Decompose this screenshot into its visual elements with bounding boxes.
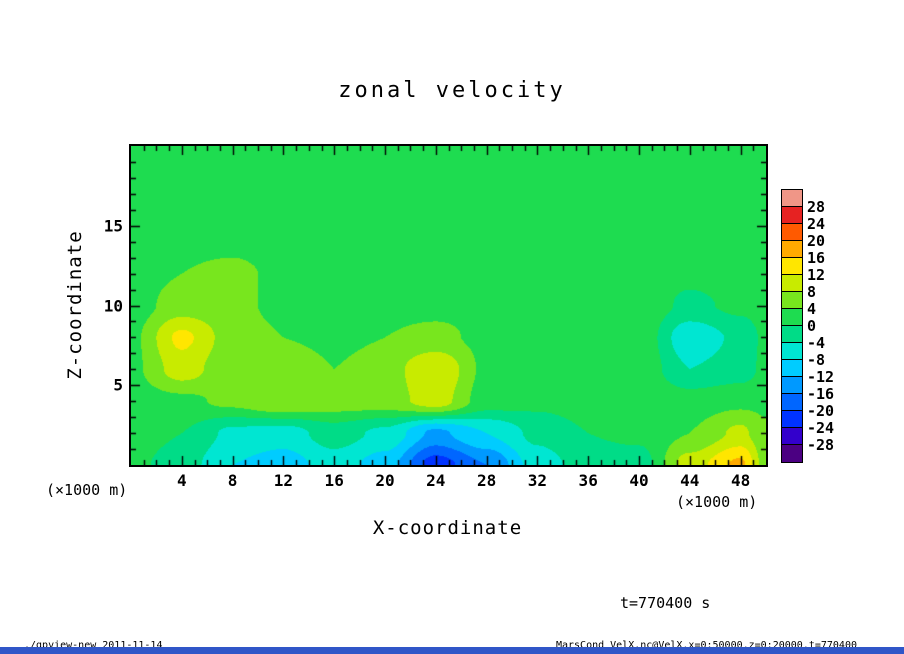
contour-canvas bbox=[131, 146, 766, 465]
x-tick-labels: 4 8 12 16 20 24 28 32 36 40 44 48 bbox=[131, 471, 766, 493]
colorbar-segment bbox=[782, 275, 802, 292]
colorbar-segment bbox=[782, 394, 802, 411]
colorbar-label: -8 bbox=[807, 351, 826, 369]
colorbar-label: 24 bbox=[807, 215, 826, 233]
x-unit-label: (×1000 m) bbox=[676, 493, 758, 511]
colorbar-segment bbox=[782, 258, 802, 275]
x-tick-label: 16 bbox=[324, 471, 344, 490]
colorbar bbox=[781, 189, 803, 463]
colorbar-label: -4 bbox=[807, 334, 826, 352]
colorbar-label: 4 bbox=[807, 300, 817, 318]
colorbar-label: -16 bbox=[807, 385, 835, 403]
x-tick-label: 36 bbox=[578, 471, 598, 490]
x-tick-label: 24 bbox=[426, 471, 446, 490]
colorbar-segment bbox=[782, 428, 802, 445]
colorbar-segments bbox=[782, 190, 802, 462]
z-axis-label: Z-coordinate bbox=[64, 230, 86, 380]
colorbar-segment bbox=[782, 190, 802, 207]
x-tick-label: 40 bbox=[629, 471, 649, 490]
colorbar-segment bbox=[782, 224, 802, 241]
colorbar-segment bbox=[782, 326, 802, 343]
colorbar-label: -20 bbox=[807, 402, 835, 420]
x-tick-label: 32 bbox=[527, 471, 548, 490]
footer-left: ./gpview-new 2011-11-14 bbox=[24, 640, 163, 651]
z-tick-label: 5 bbox=[113, 375, 123, 395]
colorbar-segment bbox=[782, 309, 802, 326]
colorbar-label: 0 bbox=[807, 317, 817, 335]
x-tick-label: 28 bbox=[476, 471, 497, 490]
plot-title: zonal velocity bbox=[338, 78, 566, 103]
x-tick-label: 48 bbox=[730, 471, 751, 490]
footer-right: MarsCond_VelX.nc@VelX,x=0:50000,z=0:2000… bbox=[555, 640, 857, 651]
colorbar-label: -24 bbox=[807, 419, 835, 437]
bottom-strip bbox=[0, 647, 904, 654]
z-tick-labels: 5 10 15 bbox=[85, 146, 123, 465]
colorbar-segment bbox=[782, 411, 802, 428]
x-axis-label: X-coordinate bbox=[372, 517, 523, 539]
colorbar-segment bbox=[782, 360, 802, 377]
time-label: t=770400 s bbox=[620, 594, 711, 612]
colorbar-segment bbox=[782, 207, 802, 224]
plot-frame: 4 8 12 16 20 24 28 32 36 40 44 48 5 10 15 bbox=[104, 144, 768, 490]
colorbar-label: 20 bbox=[807, 232, 826, 250]
z-unit-label: (×1000 m) bbox=[46, 481, 128, 499]
z-tick-label: 10 bbox=[103, 296, 123, 315]
colorbar-label: 12 bbox=[807, 266, 826, 284]
colorbar-label: -12 bbox=[807, 368, 835, 386]
colorbar-label: 16 bbox=[807, 249, 826, 267]
x-tick-label: 12 bbox=[273, 471, 294, 490]
colorbar-label: 28 bbox=[807, 198, 826, 216]
colorbar-segment bbox=[782, 241, 802, 258]
colorbar-segment bbox=[782, 343, 802, 360]
colorbar-segment bbox=[782, 292, 802, 309]
colorbar-label: 8 bbox=[807, 283, 817, 301]
z-tick-label: 15 bbox=[103, 216, 123, 236]
x-tick-label: 8 bbox=[227, 471, 238, 490]
x-tick-label: 4 bbox=[176, 471, 187, 490]
colorbar-segment bbox=[782, 377, 802, 394]
colorbar-labels: 28 24 20 16 12 8 4 0 -4 -8 -12 -16 -20 -24 -28 bbox=[807, 190, 857, 462]
x-tick-label: 20 bbox=[375, 471, 395, 490]
x-tick-label: 44 bbox=[680, 471, 700, 490]
colorbar-label: -28 bbox=[807, 436, 835, 454]
colorbar-segment bbox=[782, 445, 802, 462]
